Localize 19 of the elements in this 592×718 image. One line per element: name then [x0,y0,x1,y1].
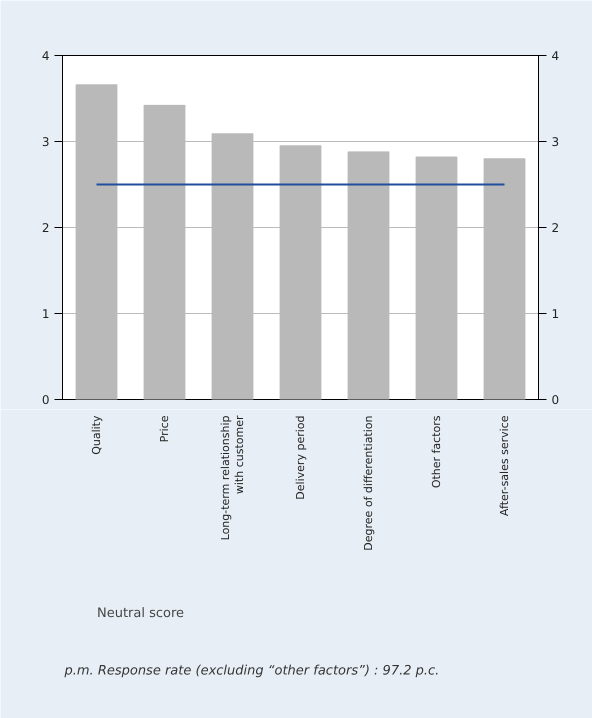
y2-tick-label: 0 [552,393,560,407]
x-tick-label: Price [158,415,171,442]
y-tick-label: 0 [42,393,50,407]
y2-tick-label: 4 [552,49,560,63]
y-tick-label: 2 [42,221,50,235]
y2-tick-label: 1 [552,307,560,321]
text: Neutral score [97,606,184,620]
x-tick-label: After-sales service [498,415,511,516]
x-tick-label: Degree of differentiation [362,415,375,551]
x-tick-label: Long-term relationship with customer [218,415,246,540]
x-tick-label: Delivery period [294,415,307,500]
y-tick-label: 3 [42,135,50,149]
y-tick-label: 4 [42,49,50,63]
y2-tick-label: 3 [552,135,560,149]
x-tick-label: Quality [90,415,103,455]
x-tick-label: Other factors [430,415,443,488]
y2-tick-label: 2 [552,221,560,235]
y-tick-label: 1 [42,307,50,321]
text: p.m. Response rate (excluding “other factors”) : 97.2 p.c. [64,664,440,678]
